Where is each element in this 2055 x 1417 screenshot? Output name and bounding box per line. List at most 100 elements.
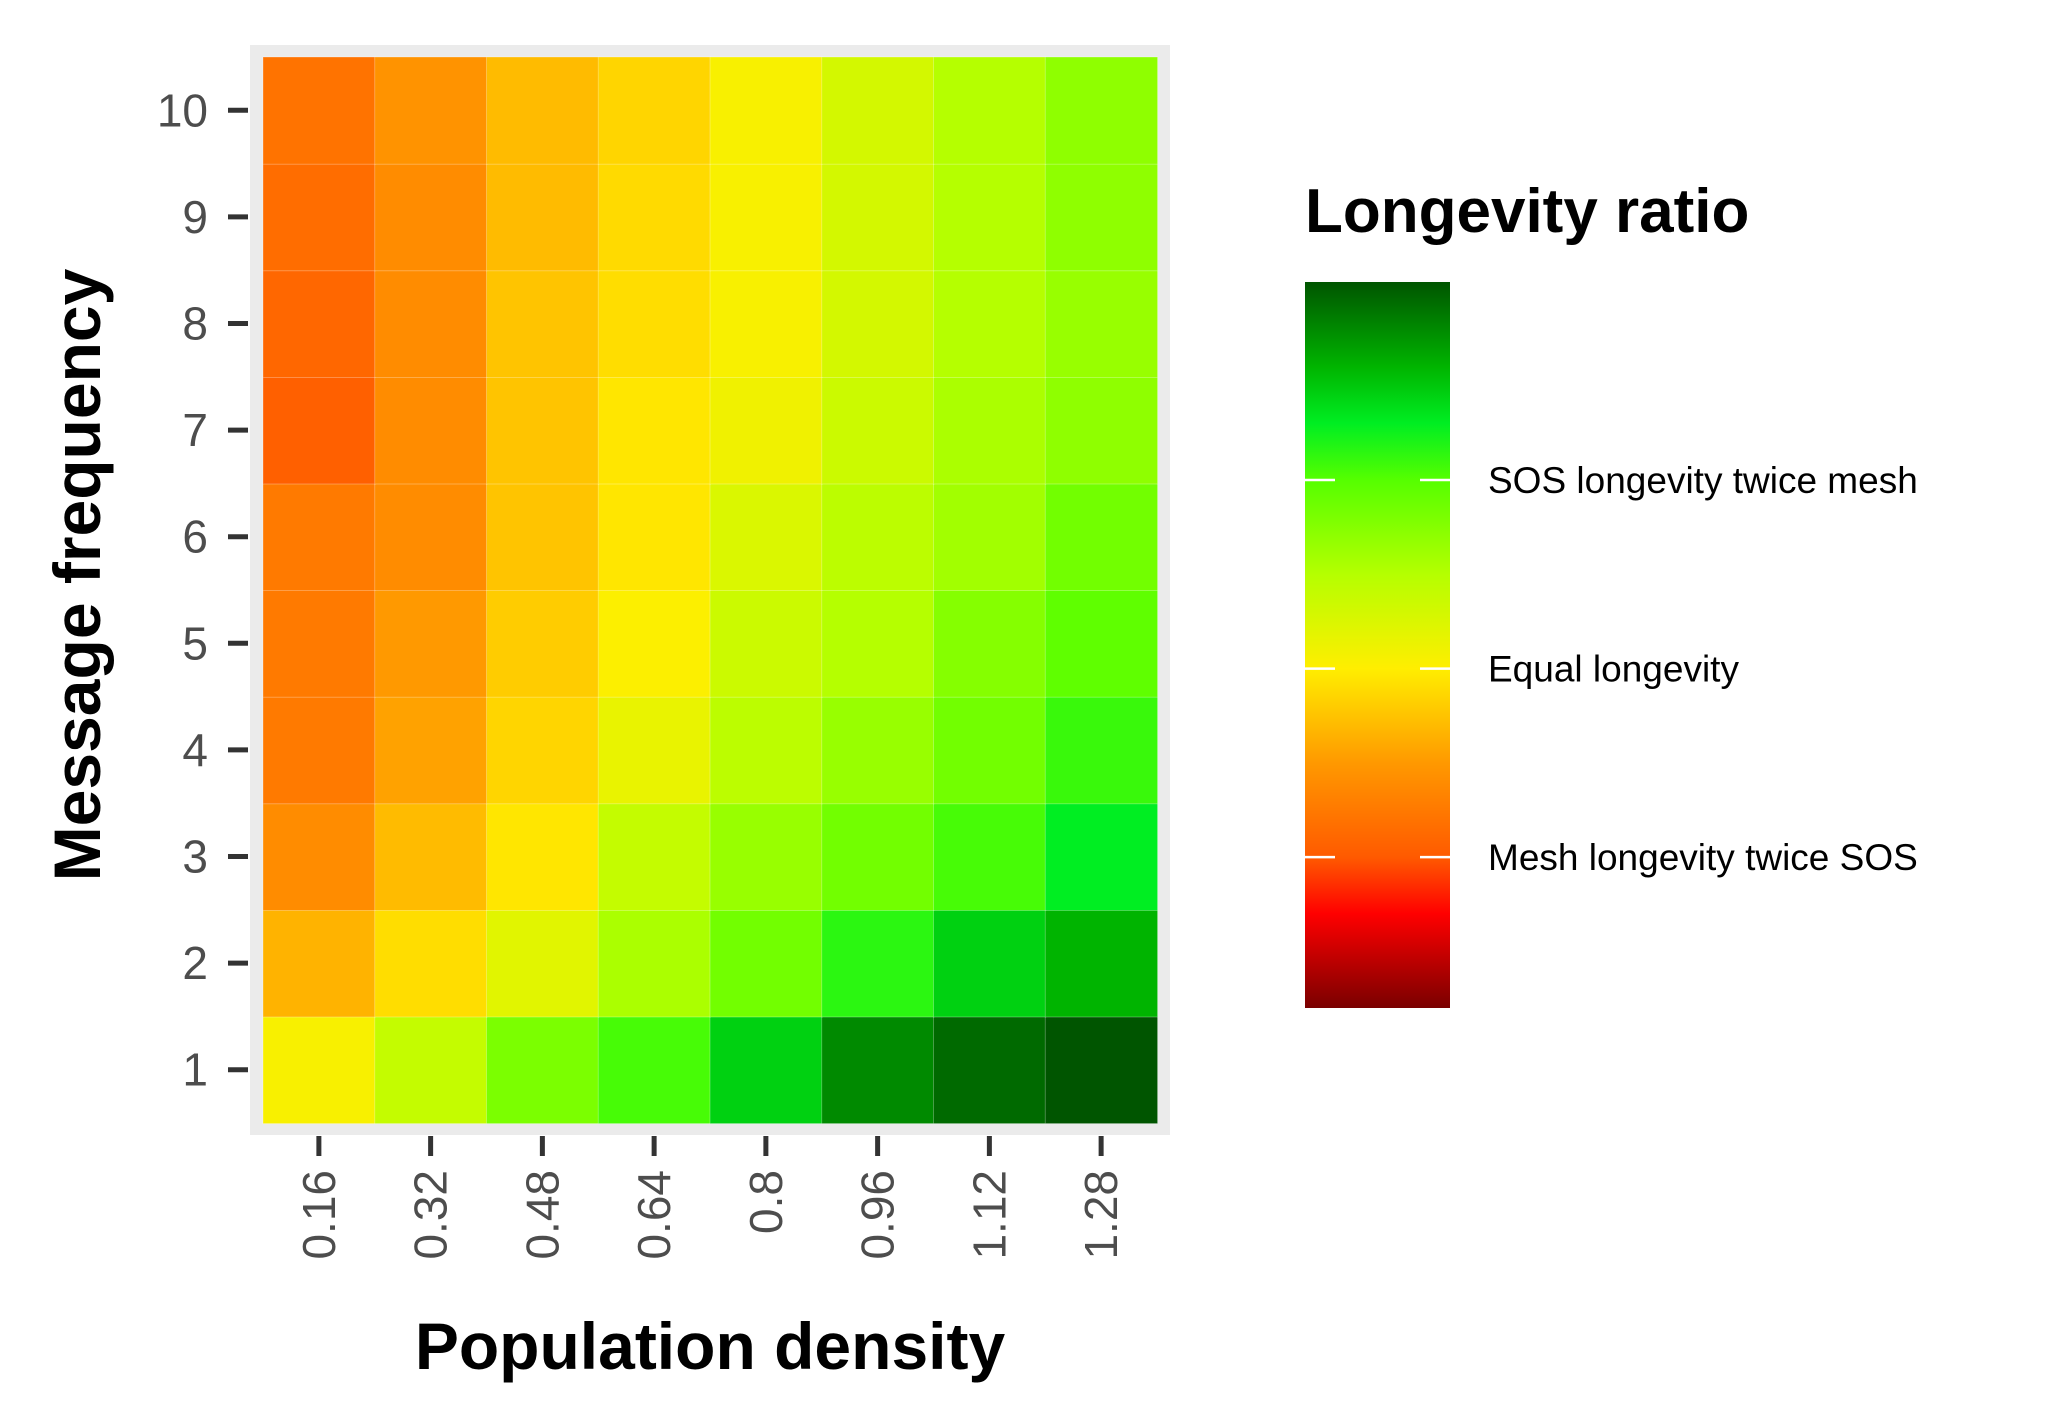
- heatmap-cell: [821, 376, 935, 485]
- heatmap-cell: [262, 1016, 376, 1125]
- y-tick-label: 8: [182, 298, 208, 350]
- heatmap-cell: [262, 696, 376, 805]
- x-axis-title: Population density: [415, 1309, 1006, 1383]
- heatmap-cell: [933, 802, 1047, 911]
- heatmap-cell: [486, 56, 600, 165]
- heatmap-cell: [709, 56, 823, 165]
- heatmap-cell: [821, 1016, 935, 1125]
- heatmap-cell: [486, 589, 600, 698]
- heatmap-cell: [821, 163, 935, 272]
- x-tick-label: 0.8: [740, 1170, 792, 1234]
- x-axis: 0.16 0.32 0.48 0.64 0.8 0.96 1.12 1.28: [293, 1136, 1127, 1260]
- heatmap-cell: [709, 482, 823, 591]
- heatmap-cell: [821, 56, 935, 165]
- x-tick-label: 0.96: [852, 1170, 904, 1260]
- heatmap-cell: [597, 1016, 711, 1125]
- heatmap-cell: [1044, 376, 1158, 485]
- heatmap-cell: [374, 589, 488, 698]
- heatmap-cell: [1044, 802, 1158, 911]
- heatmap-cell: [486, 269, 600, 378]
- y-tick-label: 3: [182, 831, 208, 883]
- heatmap-cell: [933, 376, 1047, 485]
- heatmap-cell: [933, 56, 1047, 165]
- y-axis: 1 2 3 4 5 6 7 8 9 10: [157, 84, 248, 1096]
- heatmap-cells: [262, 56, 1158, 1125]
- heatmap-cell: [1044, 589, 1158, 698]
- heatmap-cell: [262, 909, 376, 1018]
- heatmap-cell: [597, 376, 711, 485]
- heatmap-cell: [821, 589, 935, 698]
- heatmap-cell: [486, 1016, 600, 1125]
- heatmap-cell: [933, 589, 1047, 698]
- heatmap-cell: [933, 1016, 1047, 1125]
- x-tick-label: 0.16: [293, 1170, 345, 1260]
- heatmap-cell: [821, 909, 935, 1018]
- heatmap-cell: [933, 269, 1047, 378]
- heatmap-cell: [374, 269, 488, 378]
- heatmap-cell: [709, 376, 823, 485]
- heatmap-cell: [933, 163, 1047, 272]
- x-tick-label: 0.64: [628, 1170, 680, 1260]
- heatmap-cell: [933, 696, 1047, 805]
- heatmap-cell: [262, 482, 376, 591]
- heatmap-cell: [262, 589, 376, 698]
- x-tick-label: 0.32: [405, 1170, 457, 1260]
- heatmap-cell: [709, 802, 823, 911]
- heatmap-cell: [597, 696, 711, 805]
- heatmap-cell: [821, 802, 935, 911]
- heatmap-cell: [374, 696, 488, 805]
- heatmap-cell: [486, 802, 600, 911]
- y-tick-label: 10: [157, 84, 208, 136]
- legend-title: Longevity ratio: [1305, 177, 1749, 246]
- legend-label: SOS longevity twice mesh: [1488, 460, 1918, 501]
- heatmap-cell: [262, 163, 376, 272]
- y-tick-label: 2: [182, 937, 208, 989]
- legend-label: Equal longevity: [1488, 649, 1739, 690]
- heatmap-cell: [821, 269, 935, 378]
- heatmap-cell: [262, 376, 376, 485]
- x-tick-label: 0.48: [516, 1170, 568, 1260]
- heatmap-cell: [709, 1016, 823, 1125]
- heatmap-cell: [709, 909, 823, 1018]
- y-tick-label: 4: [182, 724, 208, 776]
- heatmap-cell: [597, 163, 711, 272]
- legend-label: Mesh longevity twice SOS: [1488, 837, 1918, 878]
- y-tick-label: 9: [182, 191, 208, 243]
- y-tick-label: 6: [182, 511, 208, 563]
- heatmap-cell: [374, 909, 488, 1018]
- legend-breaks: SOS longevity twice mesh Equal longevity M…: [1305, 460, 1918, 878]
- heatmap-cell: [262, 269, 376, 378]
- heatmap-cell: [709, 269, 823, 378]
- heatmap-cell: [1044, 482, 1158, 591]
- heatmap-cell: [597, 909, 711, 1018]
- y-axis-title: Message frequency: [40, 268, 114, 881]
- heatmap-cell: [821, 696, 935, 805]
- heatmap-cell: [486, 482, 600, 591]
- y-tick-label: 5: [182, 617, 208, 669]
- heatmap-cell: [486, 376, 600, 485]
- heatmap-cell: [486, 163, 600, 272]
- heatmap-cell: [597, 56, 711, 165]
- heatmap-cell: [374, 376, 488, 485]
- heatmap-cell: [597, 589, 711, 698]
- heatmap-cell: [1044, 56, 1158, 165]
- heatmap-cell: [1044, 163, 1158, 272]
- legend-colorbar: [1305, 282, 1450, 1008]
- heatmap-cell: [262, 802, 376, 911]
- heatmap-cell: [709, 163, 823, 272]
- heatmap-cell: [933, 482, 1047, 591]
- x-tick-label: 1.28: [1075, 1170, 1127, 1260]
- heatmap-cell: [374, 56, 488, 165]
- heatmap-cell: [1044, 269, 1158, 378]
- heatmap-cell: [262, 56, 376, 165]
- heatmap-cell: [374, 1016, 488, 1125]
- heatmap-cell: [1044, 1016, 1158, 1125]
- heatmap-cell: [374, 802, 488, 911]
- heatmap-cell: [821, 482, 935, 591]
- heatmap-cell: [933, 909, 1047, 1018]
- y-tick-label: 7: [182, 404, 208, 456]
- heatmap-cell: [709, 696, 823, 805]
- heatmap-cell: [486, 909, 600, 1018]
- x-tick-label: 1.12: [963, 1170, 1015, 1260]
